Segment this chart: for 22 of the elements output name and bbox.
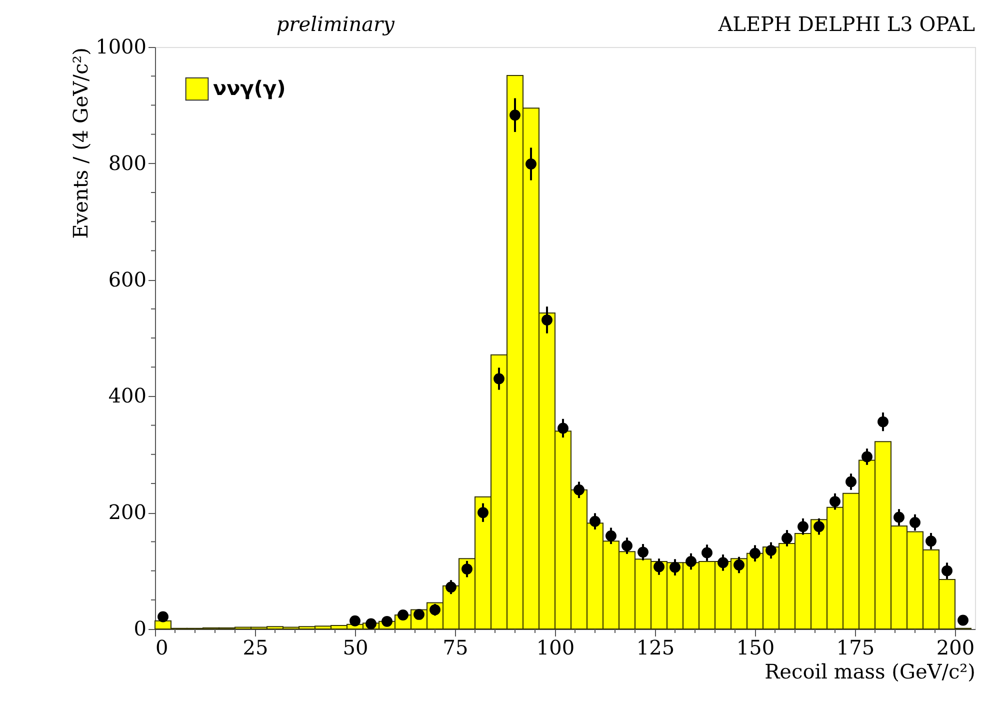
x-tick-label: 100 xyxy=(536,636,575,660)
x-tick-label: 75 xyxy=(442,636,468,660)
point xyxy=(382,616,392,627)
y-tick-label: 0 xyxy=(134,616,146,640)
point xyxy=(350,615,360,626)
text: preliminary xyxy=(276,12,396,36)
x-tick-label: 200 xyxy=(936,636,975,660)
y-tick-label: 1000 xyxy=(96,34,146,58)
legend-label: ννγ(γ) xyxy=(213,76,286,100)
text: ALEPH DELPHI L3 OPAL xyxy=(717,12,975,36)
x-tick-label: 125 xyxy=(636,636,675,660)
y-tick-label: 800 xyxy=(108,150,146,175)
y-tick-label: 200 xyxy=(108,500,146,524)
y-tick-label: 400 xyxy=(108,384,146,408)
x-tick-label: 150 xyxy=(736,636,775,660)
y-axis-title: Events / (4 GeV/c²) xyxy=(68,48,93,239)
x-tick-label: 25 xyxy=(242,636,268,660)
x-tick-label: 175 xyxy=(836,636,875,660)
y-tick-label: 600 xyxy=(108,267,146,292)
x-tick-label: 0 xyxy=(156,636,168,660)
x-tick-label: 50 xyxy=(342,636,368,660)
x-axis-title: Recoil mass (GeV/c²) xyxy=(764,660,976,684)
